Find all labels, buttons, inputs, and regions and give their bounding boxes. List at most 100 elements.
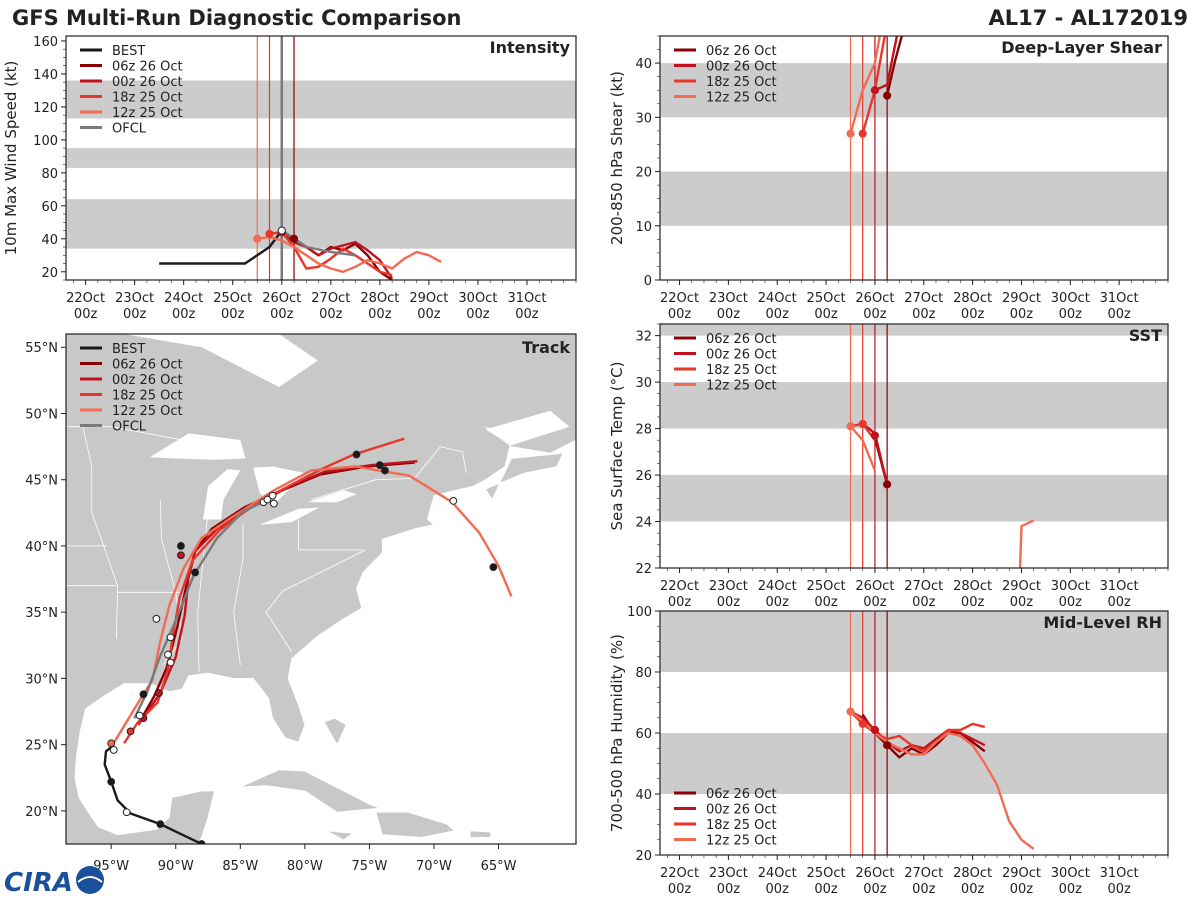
- x-tick-label-day: 24Oct: [758, 579, 797, 594]
- x-tick-label: 70°W: [416, 859, 452, 874]
- track-point: [489, 563, 498, 572]
- y-tick-label: 40: [635, 57, 652, 72]
- x-tick-label-day: 28Oct: [953, 291, 992, 306]
- state-border: [82, 426, 119, 639]
- x-tick-label-day: 25Oct: [807, 866, 846, 881]
- track-line: [123, 437, 405, 744]
- storm-id-label: AL17 - AL172019: [989, 6, 1189, 30]
- x-tick-label-hour: 00z: [668, 595, 692, 610]
- track-point: [164, 650, 172, 659]
- plot-frame: [65, 333, 577, 845]
- x-tick-label-hour: 00z: [1059, 307, 1083, 322]
- x-tick-label-hour: 00z: [1010, 595, 1034, 610]
- panel-title: Deep-Layer Shear: [1001, 38, 1162, 57]
- y-tick-label: 160: [33, 35, 58, 50]
- hudson-bay: [124, 334, 318, 387]
- map-group: [66, 334, 576, 844]
- x-tick-label-day: 30Oct: [458, 291, 497, 306]
- series-line: [849, 36, 881, 134]
- data-point: [265, 229, 274, 238]
- track-point: [269, 499, 278, 508]
- track-point: [381, 466, 389, 475]
- x-tick-label-day: 27Oct: [904, 291, 943, 306]
- data-point: [870, 86, 880, 95]
- y-tick-label: 80: [41, 167, 58, 182]
- shaded-band: [660, 611, 1168, 672]
- x-tick-label: 85°W: [222, 859, 258, 874]
- data-point: [870, 725, 880, 735]
- legend-label: 18z 25 Oct: [706, 363, 777, 378]
- track-point: [352, 450, 361, 459]
- series-line: [849, 710, 1035, 850]
- land-cuba: [240, 769, 380, 813]
- state-border: [311, 446, 467, 500]
- track-line: [139, 461, 415, 721]
- x-tick-label-hour: 00z: [766, 882, 790, 897]
- data-point: [277, 226, 286, 235]
- x-tick-label: 75°W: [351, 859, 387, 874]
- y-tick-label: 80: [635, 666, 652, 681]
- y-tick-label: 40: [635, 788, 652, 803]
- x-tick-label-day: 26Oct: [262, 291, 301, 306]
- track-point: [263, 495, 272, 504]
- y-tick-label: 22: [635, 562, 652, 577]
- x-tick-label-hour: 00z: [466, 307, 490, 322]
- x-tick-label-day: 23Oct: [115, 291, 154, 306]
- gulf-st-lawrence: [485, 410, 570, 446]
- y-tick-label: 20: [635, 166, 652, 181]
- y-tick-label: 0: [644, 274, 652, 289]
- panel-track: 95°W 90°W 85°W 80°W 75°W 70°W 65°W 20°N 25°N 30°N…: [25, 333, 577, 874]
- y-tick-label: 50°N: [25, 407, 58, 422]
- legend-label: 00z 26 Oct: [706, 60, 777, 75]
- x-tick-label-hour: 00z: [1059, 882, 1083, 897]
- legend-label: 06z 26 Oct: [112, 358, 183, 373]
- legend-label: 12z 25 Oct: [706, 91, 777, 106]
- y-tick-label: 32: [635, 330, 652, 345]
- series-group: [159, 226, 442, 280]
- x-tick-label-hour: 00z: [814, 882, 838, 897]
- x-tick-label-hour: 00z: [368, 307, 392, 322]
- x-tick-label-hour: 00z: [717, 595, 741, 610]
- x-tick-label-hour: 00z: [912, 307, 936, 322]
- x-tick-label-day: 22Oct: [66, 291, 105, 306]
- plot-frame: [659, 323, 1169, 569]
- x-tick-label-hour: 00z: [912, 595, 936, 610]
- x-tick-label-day: 30Oct: [1051, 866, 1090, 881]
- y-axis-label: 10m Max Wind Speed (kt): [2, 61, 20, 256]
- y-tick-label: 25°N: [25, 739, 58, 754]
- x-tick-label-day: 29Oct: [1002, 579, 1041, 594]
- x-tick-label-day: 27Oct: [904, 866, 943, 881]
- x-tick-label-hour: 00z: [863, 307, 887, 322]
- legend-label: 06z 26 Oct: [706, 44, 777, 59]
- series-line: [269, 230, 393, 277]
- lake-michigan: [202, 469, 241, 520]
- x-tick-label-hour: 00z: [961, 307, 985, 322]
- y-tick-label: 24: [635, 516, 652, 531]
- data-point: [870, 431, 880, 440]
- track-point: [166, 633, 175, 642]
- logo-text: CIRA: [4, 868, 73, 898]
- track-point: [122, 808, 131, 817]
- track-point: [166, 658, 175, 667]
- series-line: [257, 235, 442, 273]
- series-group: [846, 419, 1035, 568]
- data-point: [858, 719, 867, 728]
- track-line: [133, 499, 267, 719]
- state-border: [265, 549, 366, 653]
- x-tick-label-hour: 00z: [766, 595, 790, 610]
- x-tick-label-hour: 00z: [123, 307, 147, 322]
- x-tick-label-hour: 00z: [221, 307, 245, 322]
- series-line: [885, 36, 903, 96]
- x-tick-label-hour: 00z: [717, 882, 741, 897]
- y-tick-label: 10: [635, 220, 652, 235]
- y-tick-label: 20: [635, 849, 652, 864]
- land-nova-scotia: [485, 452, 564, 501]
- track-point: [156, 820, 165, 829]
- panel-rh: 2040608010022Oct00z23Oct00z24Oct00z25Oct…: [608, 605, 1169, 897]
- data-point: [289, 234, 299, 243]
- track-point: [135, 711, 144, 720]
- track-point: [177, 551, 185, 560]
- x-tick-label-hour: 00z: [717, 307, 741, 322]
- x-tick-label-hour: 00z: [1010, 307, 1034, 322]
